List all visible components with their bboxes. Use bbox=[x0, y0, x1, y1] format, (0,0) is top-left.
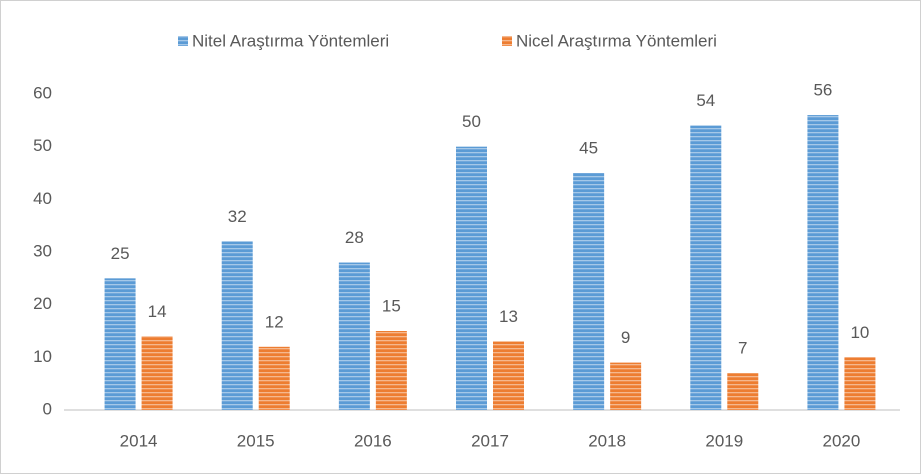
bar bbox=[338, 262, 370, 410]
value-label: 56 bbox=[813, 81, 832, 100]
y-tick-label: 0 bbox=[43, 399, 52, 418]
bar bbox=[258, 346, 290, 410]
y-tick-label: 50 bbox=[33, 136, 52, 155]
value-label: 50 bbox=[462, 112, 481, 131]
bar bbox=[141, 336, 173, 410]
value-label: 13 bbox=[499, 307, 518, 326]
x-tick-label: 2019 bbox=[705, 431, 743, 450]
value-label: 12 bbox=[265, 312, 284, 331]
bar bbox=[493, 341, 524, 410]
value-label: 45 bbox=[579, 138, 598, 157]
bar bbox=[573, 173, 605, 410]
legend-swatch bbox=[178, 36, 188, 46]
y-tick-label: 40 bbox=[33, 189, 52, 208]
value-label: 9 bbox=[621, 328, 630, 347]
x-tick-label: 2014 bbox=[120, 431, 158, 450]
y-tick-label: 60 bbox=[33, 83, 52, 102]
bar bbox=[610, 362, 642, 410]
y-tick-label: 30 bbox=[33, 241, 52, 260]
value-label: 7 bbox=[738, 339, 747, 358]
value-label: 25 bbox=[111, 244, 130, 263]
x-tick-label: 2020 bbox=[823, 431, 861, 450]
legend-label: Nicel Araştırma Yöntemleri bbox=[516, 31, 717, 50]
y-tick-label: 10 bbox=[33, 347, 52, 366]
bar bbox=[456, 146, 487, 410]
bar bbox=[375, 331, 407, 410]
value-label: 28 bbox=[345, 228, 364, 247]
bar bbox=[104, 278, 136, 410]
legend-swatch bbox=[502, 36, 512, 46]
bar bbox=[844, 357, 876, 410]
x-tick-label: 2017 bbox=[471, 431, 509, 450]
x-tick-label: 2015 bbox=[237, 431, 275, 450]
bar bbox=[807, 115, 839, 411]
value-label: 32 bbox=[228, 207, 247, 226]
legend-label: Nitel Araştırma Yöntemleri bbox=[192, 31, 389, 50]
y-tick-label: 20 bbox=[33, 294, 52, 313]
bar bbox=[221, 241, 253, 410]
value-label: 14 bbox=[148, 302, 167, 321]
value-label: 54 bbox=[696, 91, 715, 110]
value-label: 10 bbox=[850, 323, 869, 342]
value-label: 15 bbox=[382, 296, 401, 315]
x-tick-label: 2016 bbox=[354, 431, 392, 450]
bar bbox=[690, 125, 722, 410]
bar bbox=[727, 373, 759, 410]
x-tick-label: 2018 bbox=[588, 431, 626, 450]
